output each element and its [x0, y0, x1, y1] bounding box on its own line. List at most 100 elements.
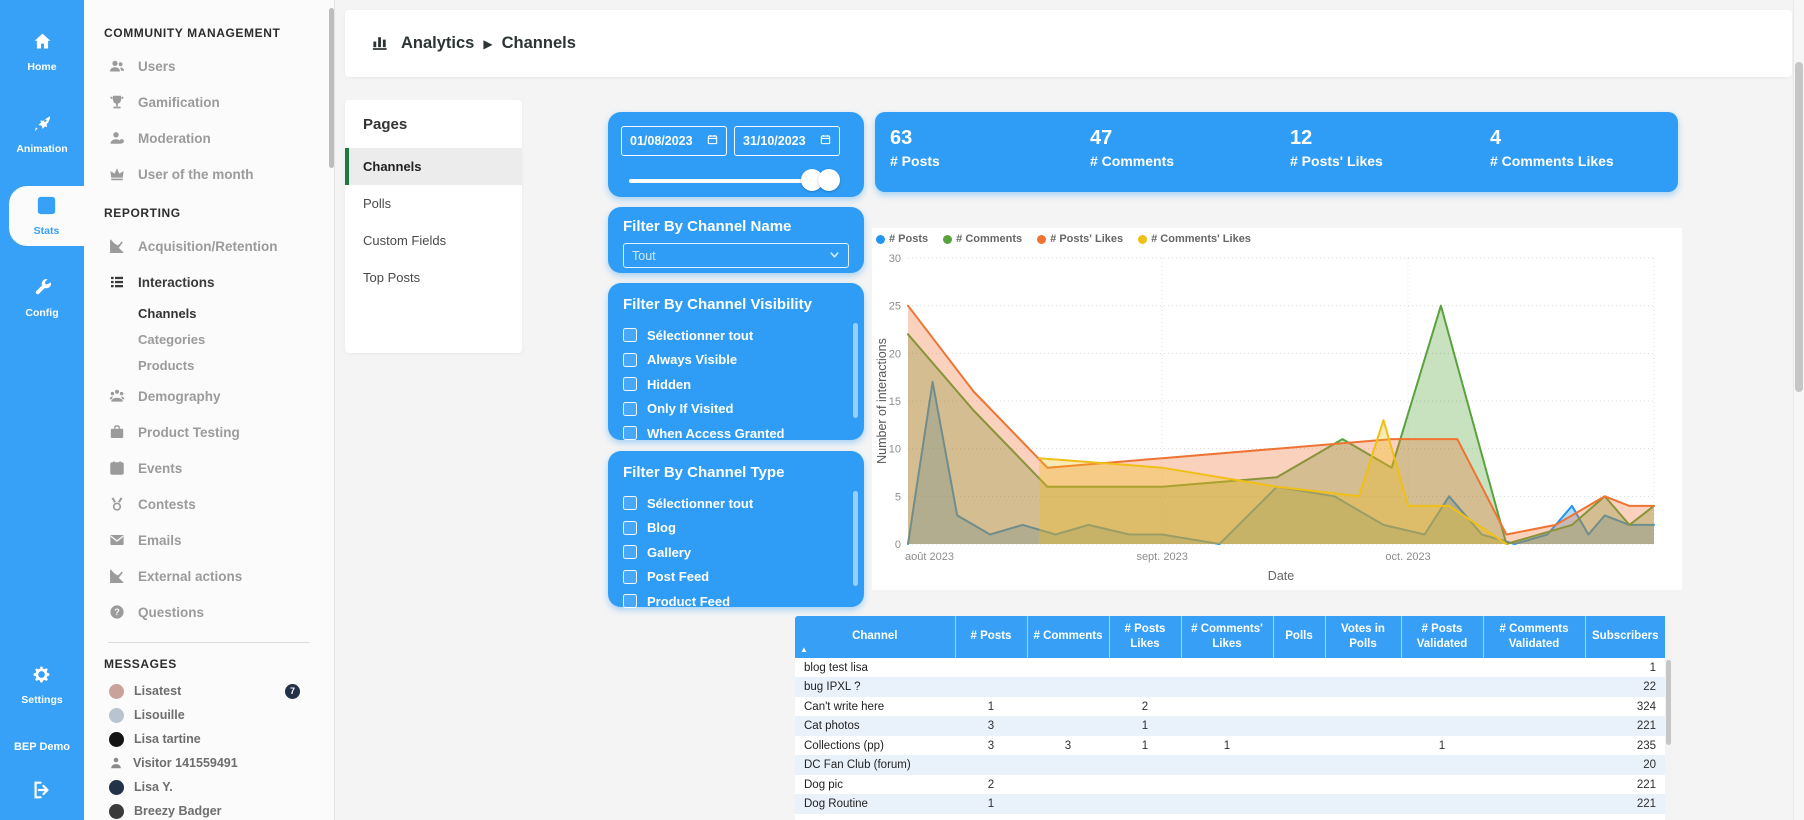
sidebar-item-events[interactable]: Events [84, 450, 334, 486]
table-row[interactable]: DC Fan Club (forum)20 [795, 755, 1665, 775]
item-label: Acquisition/Retention [138, 239, 278, 254]
message-item-lisouille[interactable]: Lisouille [84, 703, 334, 727]
sidebar-scrollbar-thumb[interactable] [329, 8, 334, 168]
sidebar-item-acquisition-retention[interactable]: Acquisition/Retention [84, 228, 334, 264]
checkbox[interactable] [623, 570, 637, 584]
sidebar-item-emails[interactable]: Emails [84, 522, 334, 558]
page-item-top-posts[interactable]: Top Posts [345, 259, 522, 296]
channel-name-select[interactable]: Tout [623, 243, 849, 268]
rail-item-animation[interactable]: Animation [0, 104, 84, 164]
item-label: User of the month [138, 167, 254, 182]
value-cell [1483, 716, 1585, 736]
channel-name-cell: Cat photos [795, 716, 955, 736]
column-header--comments-validated[interactable]: # Comments Validated [1483, 616, 1585, 658]
message-item-lisatest[interactable]: Lisatest7 [84, 679, 334, 703]
sidebar-subitem-channels[interactable]: Channels [84, 300, 334, 326]
value-cell [1109, 775, 1181, 795]
breadcrumb-section[interactable]: Analytics [401, 34, 474, 53]
filter-scrollbar-thumb[interactable] [853, 323, 858, 418]
date-from-input[interactable]: 01/08/2023 [621, 126, 727, 156]
checkbox-label: Blog [647, 520, 676, 535]
value-cell [1325, 794, 1401, 814]
checkbox[interactable] [623, 594, 637, 608]
logout-icon[interactable] [31, 779, 53, 820]
value-cell [1109, 794, 1181, 814]
checkbox-option: Product Feed [623, 589, 849, 614]
sidebar-item-interactions[interactable]: Interactions [84, 264, 334, 300]
slider-handle-end[interactable] [818, 169, 840, 191]
rail-item-home[interactable]: Home [0, 22, 84, 82]
table-row[interactable]: blog test lisa1 [795, 658, 1665, 678]
sidebar-subitem-products[interactable]: Products [84, 352, 334, 378]
slider-track[interactable] [629, 179, 807, 183]
channels-table-panel: Channel▲# Posts# Comments# Posts Likes# … [795, 616, 1672, 820]
message-item-lisa-y-[interactable]: Lisa Y. [84, 775, 334, 799]
avatar [109, 708, 124, 723]
column-header-subscribers[interactable]: Subscribers [1585, 616, 1665, 658]
sidebar-item-product-testing[interactable]: Product Testing [84, 414, 334, 450]
checkbox[interactable] [623, 402, 637, 416]
filter-title: Filter By Channel Visibility [623, 296, 849, 313]
medal-icon [109, 496, 125, 512]
sidebar-subitem-categories[interactable]: Categories [84, 326, 334, 352]
stat-value: 63 [890, 127, 1075, 150]
value-cell [1483, 794, 1585, 814]
item-label: Lisouille [134, 708, 185, 722]
sidebar-item-gamification[interactable]: Gamification [84, 84, 334, 120]
column-header--posts-likes[interactable]: # Posts Likes [1109, 616, 1181, 658]
select-placeholder: Tout [632, 249, 656, 263]
date-to-input[interactable]: 31/10/2023 [734, 126, 840, 156]
sidebar-item-moderation[interactable]: Moderation [84, 120, 334, 156]
table-row[interactable]: Cat photos31221 [795, 716, 1665, 736]
checkbox[interactable] [623, 353, 637, 367]
value-cell [1273, 658, 1325, 678]
page-scrollbar[interactable] [1793, 0, 1804, 820]
value-cell [1483, 755, 1585, 775]
message-item-visitor-141559491[interactable]: Visitor 141559491 [84, 751, 334, 775]
rail-item-stats[interactable]: Stats [9, 186, 84, 246]
rail-item-settings[interactable]: Settings [21, 655, 62, 715]
column-header-channel[interactable]: Channel▲ [795, 616, 955, 658]
checkbox[interactable] [623, 426, 637, 440]
column-header--posts-validated[interactable]: # Posts Validated [1401, 616, 1483, 658]
table-row[interactable]: Collections (pp)33111235 [795, 736, 1665, 756]
column-header--posts[interactable]: # Posts [955, 616, 1027, 658]
column-header-polls[interactable]: Polls [1273, 616, 1325, 658]
stats-bar: 63# Posts47# Comments12# Posts' Likes4# … [875, 112, 1678, 192]
stat--comments-likes: 4# Comments Likes [1475, 112, 1675, 192]
sidebar-item-questions[interactable]: ?Questions [84, 594, 334, 630]
date-to-value: 31/10/2023 [743, 134, 806, 148]
page-item-custom-fields[interactable]: Custom Fields [345, 222, 522, 259]
table-row[interactable]: Can't write here12324 [795, 697, 1665, 717]
checkbox[interactable] [623, 328, 637, 342]
sidebar-item-demography[interactable]: Demography [84, 378, 334, 414]
table-scrollbar-thumb[interactable] [1666, 660, 1671, 745]
sidebar-item-user-of-the-month[interactable]: User of the month [84, 156, 334, 192]
sidebar-item-contests[interactable]: Contests [84, 486, 334, 522]
page-item-channels[interactable]: Channels [345, 148, 522, 185]
message-item-lisa-tartine[interactable]: Lisa tartine [84, 727, 334, 751]
checkbox[interactable] [623, 545, 637, 559]
checkbox[interactable] [623, 377, 637, 391]
rail-item-config[interactable]: Config [0, 268, 84, 328]
checkbox[interactable] [623, 496, 637, 510]
table-row[interactable]: Dog Routine1221 [795, 794, 1665, 814]
pages-panel: Pages ChannelsPollsCustom FieldsTop Post… [345, 100, 522, 353]
page-item-polls[interactable]: Polls [345, 185, 522, 222]
value-cell [1273, 794, 1325, 814]
column-header--comments-likes[interactable]: # Comments' Likes [1181, 616, 1273, 658]
table-row[interactable]: bug IPXL ?22 [795, 677, 1665, 697]
page-scrollbar-thumb[interactable] [1795, 62, 1803, 392]
filter-scrollbar-thumb[interactable] [853, 491, 858, 586]
sidebar-item-external-actions[interactable]: External actions [84, 558, 334, 594]
column-header-votes-in-polls[interactable]: Votes in Polls [1325, 616, 1401, 658]
chart-icon [109, 238, 125, 254]
sidebar-item-users[interactable]: Users [84, 48, 334, 84]
table-row[interactable]: Dog pic2221 [795, 775, 1665, 795]
column-header--comments[interactable]: # Comments [1027, 616, 1109, 658]
table-scrollbar[interactable] [1665, 616, 1672, 820]
checkbox[interactable] [623, 521, 637, 535]
stat--posts: 63# Posts [875, 112, 1075, 192]
channel-type-filter-card: Filter By Channel Type Sélectionner tout… [608, 451, 864, 607]
message-item-breezy-badger[interactable]: Breezy Badger [84, 799, 334, 820]
